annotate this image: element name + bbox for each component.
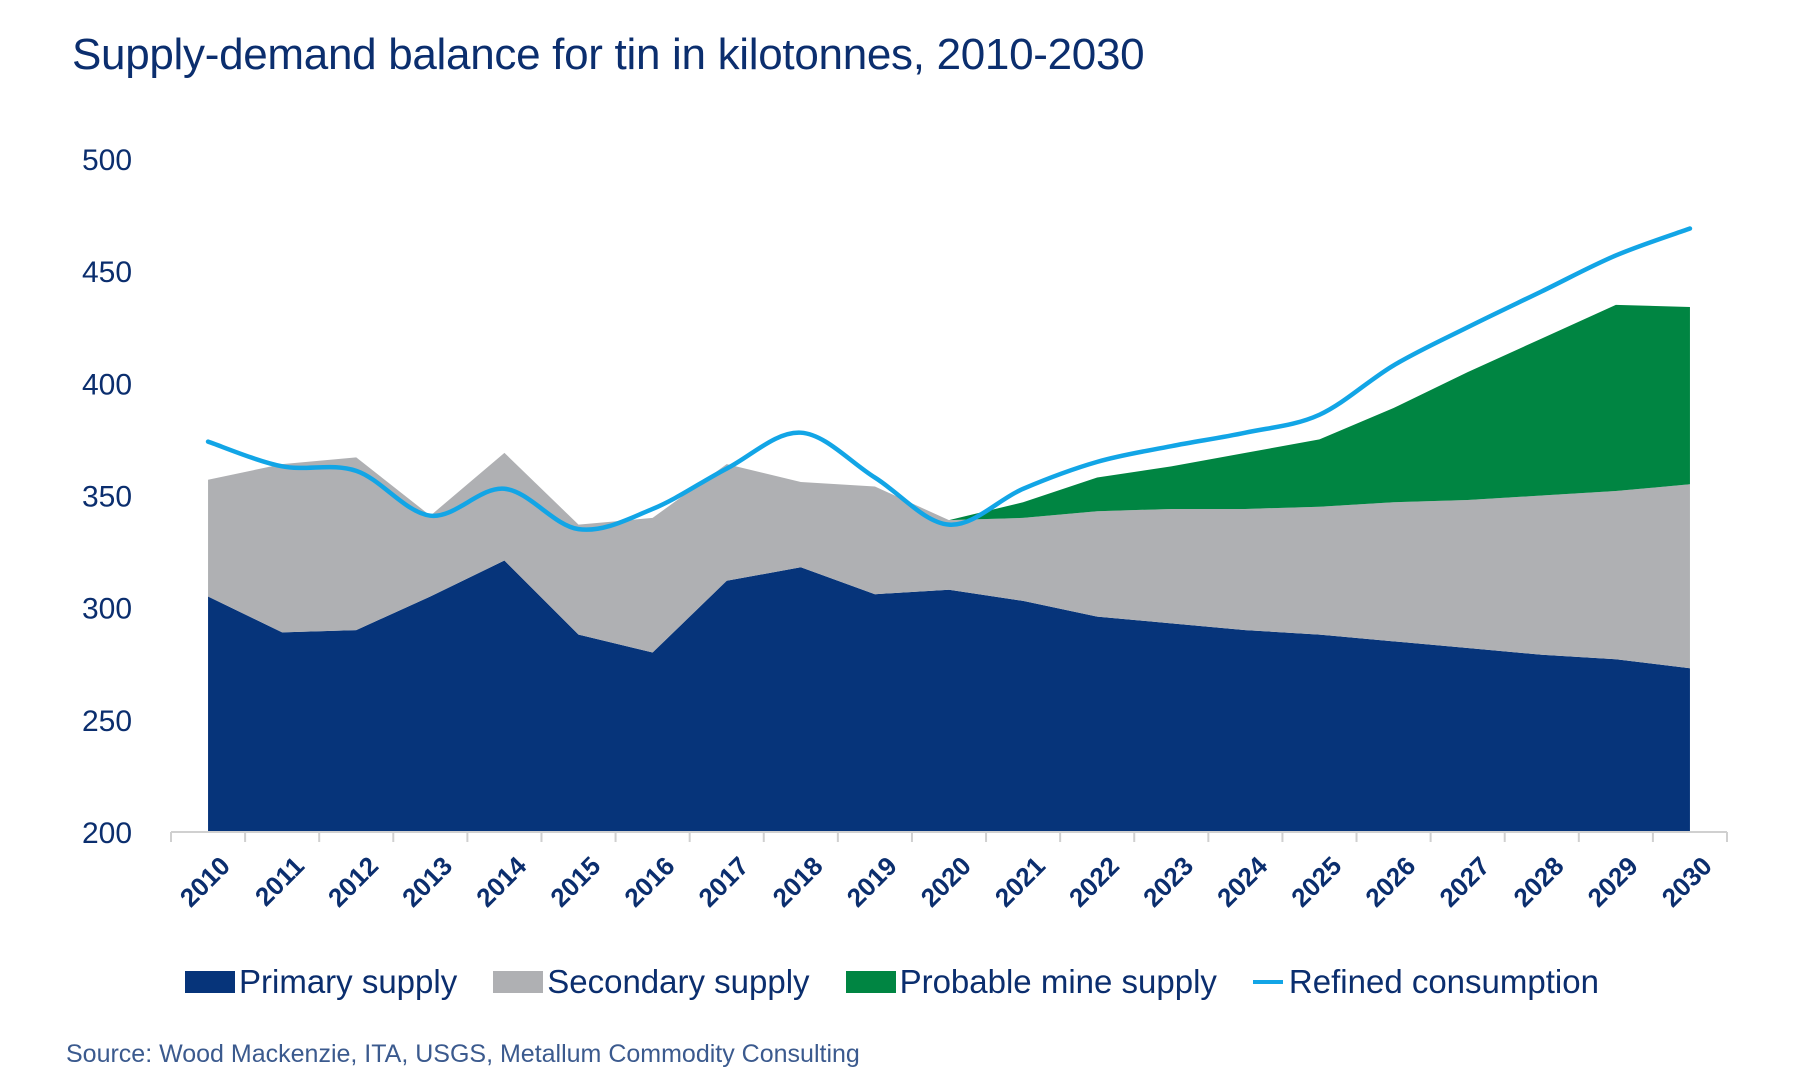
chart-title: Supply-demand balance for tin in kiloton… — [72, 30, 1145, 79]
legend-item-refined-consumption: Refined consumption — [1252, 963, 1599, 1001]
legend-swatch-secondary — [493, 971, 544, 993]
y-tick-label: 400 — [82, 368, 132, 401]
legend-line-consumption — [1252, 980, 1283, 984]
legend: Primary supply Secondary supply Probable… — [185, 963, 1635, 1001]
x-tick-label: 2015 — [544, 851, 606, 913]
legend-label: Primary supply — [239, 963, 458, 1000]
x-tick-label: 2017 — [692, 851, 754, 913]
x-tick-label: 2019 — [841, 851, 903, 913]
x-tick-label: 2025 — [1285, 851, 1347, 913]
x-tick-label: 2013 — [396, 851, 458, 913]
area-probable-mine-supply — [949, 304, 1690, 521]
area-primary-supply — [208, 560, 1690, 832]
x-tick-label: 2024 — [1211, 850, 1273, 912]
legend-swatch-primary — [185, 971, 235, 993]
x-tick-label: 2011 — [249, 851, 310, 912]
legend-label: Probable mine supply — [899, 963, 1217, 1000]
x-tick-label: 2010 — [174, 851, 236, 913]
x-tick-label: 2014 — [470, 850, 532, 912]
legend-swatch-probable — [845, 971, 896, 993]
y-tick-label: 350 — [82, 481, 132, 514]
x-tick-label: 2022 — [1063, 851, 1125, 913]
x-tick-label: 2020 — [915, 851, 977, 913]
x-tick-label: 2018 — [767, 851, 829, 913]
line-refined-consumption — [205, 226, 1693, 532]
x-tick-label: 2021 — [989, 851, 1051, 913]
x-tick-label: 2012 — [322, 851, 384, 913]
y-tick-label: 450 — [82, 256, 132, 289]
legend-item-probable-mine-supply: Probable mine supply — [845, 963, 1217, 1001]
y-tick-label: 250 — [82, 705, 132, 738]
legend-label: Refined consumption — [1288, 963, 1599, 1000]
source-note: Source: Wood Mackenzie, ITA, USGS, Metal… — [66, 1040, 860, 1068]
x-tick-label: 2028 — [1507, 851, 1569, 913]
x-tick-label: 2027 — [1433, 851, 1495, 913]
y-tick-label: 200 — [82, 817, 132, 850]
legend-item-secondary-supply: Secondary supply — [493, 963, 810, 1001]
area-layer — [208, 304, 1690, 832]
x-tick-label: 2029 — [1582, 851, 1644, 913]
x-tick-label: 2023 — [1137, 851, 1199, 913]
x-tick-label: 2026 — [1359, 851, 1421, 913]
line-layer — [205, 226, 1693, 532]
y-tick-label: 300 — [82, 593, 132, 626]
x-tick-label: 2030 — [1656, 851, 1718, 913]
x-tick-label: 2016 — [618, 851, 680, 913]
y-tick-label: 500 — [82, 144, 132, 177]
legend-label: Secondary supply — [547, 963, 810, 1000]
legend-item-primary-supply: Primary supply — [185, 963, 457, 1001]
